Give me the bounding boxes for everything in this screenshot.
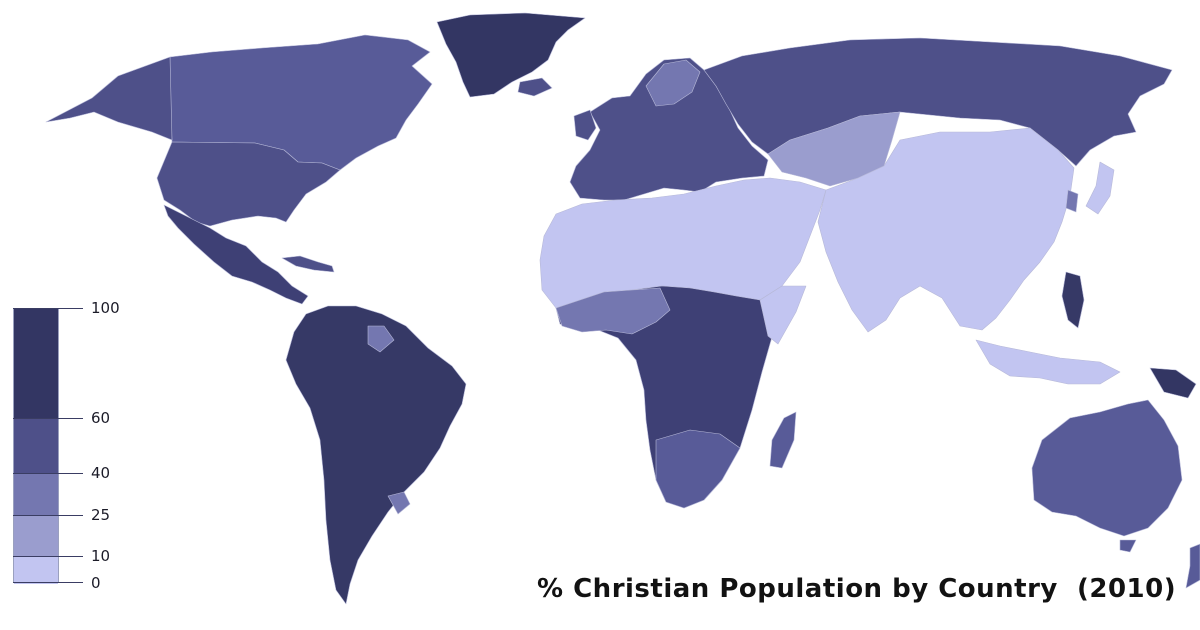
region-iceland (517, 77, 553, 97)
legend-color-bar (13, 308, 59, 584)
region-west-africa (555, 287, 671, 335)
legend-band-60-100 (14, 309, 58, 419)
region-japan (1085, 161, 1115, 215)
region-tasmania (1119, 539, 1137, 553)
legend-band-10-25 (14, 516, 58, 557)
legend-tick-60 (13, 418, 83, 419)
region-madagascar (769, 411, 797, 469)
region-papua-new-guinea (1149, 367, 1197, 399)
region-southern-africa (655, 429, 741, 509)
legend-tick-25 (13, 515, 83, 516)
region-guianas (367, 325, 395, 353)
region-uk (573, 109, 597, 141)
region-south-america (285, 305, 467, 605)
region-philippines (1061, 271, 1085, 329)
region-australia (1031, 399, 1183, 537)
region-alaska (45, 56, 173, 141)
legend-label-0: 0 (91, 574, 101, 592)
legend-band-0-10 (14, 557, 58, 584)
region-usa (156, 141, 341, 227)
region-mexico-central-america (163, 204, 309, 305)
legend-tick-0 (13, 582, 83, 583)
region-scandinavia (645, 59, 701, 107)
legend-label-100: 100 (91, 299, 120, 317)
region-central-asia (767, 111, 901, 187)
region-russia (703, 37, 1173, 167)
region-indonesia (975, 339, 1121, 385)
region-europe (569, 57, 769, 201)
region-new-zealand (1185, 543, 1200, 589)
legend-label-25: 25 (91, 506, 111, 524)
region-uruguay (387, 491, 411, 515)
region-korea (1065, 189, 1079, 213)
region-asia (817, 127, 1075, 333)
legend-tick-10 (13, 556, 83, 557)
legend-label-40: 40 (91, 464, 111, 482)
region-caribbean (281, 255, 335, 273)
legend-band-25-40 (14, 474, 58, 516)
legend-tick-100 (13, 308, 83, 309)
map-title: % Christian Population by Country (2010) (537, 574, 1177, 604)
legend-tick-40 (13, 473, 83, 474)
legend-label-60: 60 (91, 409, 111, 427)
region-horn-of-africa (759, 285, 807, 345)
legend-band-40-60 (14, 419, 58, 474)
legend-label-10: 10 (91, 547, 111, 565)
region-greenland (436, 12, 586, 98)
